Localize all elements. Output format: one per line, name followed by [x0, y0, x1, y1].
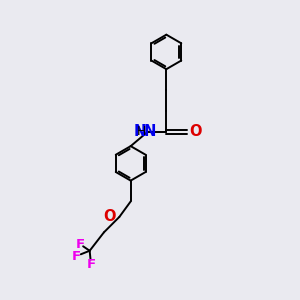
Text: H: H: [136, 125, 146, 138]
Text: O: O: [103, 209, 116, 224]
Text: H: H: [136, 125, 146, 138]
Text: F: F: [72, 250, 81, 262]
Text: F: F: [87, 258, 96, 271]
Text: O: O: [189, 124, 202, 139]
Text: N: N: [144, 124, 157, 139]
Text: N: N: [134, 124, 146, 139]
Text: F: F: [76, 238, 85, 251]
